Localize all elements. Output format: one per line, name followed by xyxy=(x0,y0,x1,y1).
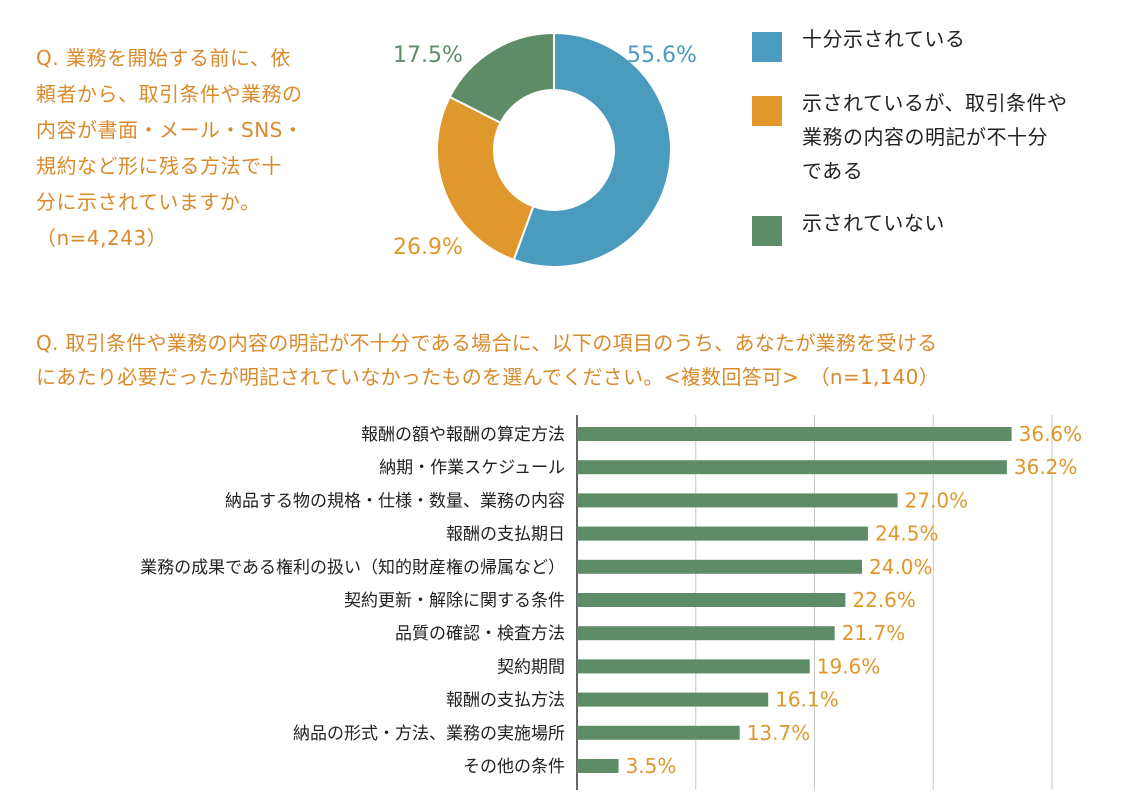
category-label: 納品する物の規格・仕様・数量、業務の内容 xyxy=(225,491,565,511)
legend-label-insufficient: 示されているが、取引条件や 業務の内容の明記が不十分 である xyxy=(802,91,1068,183)
bar-value-label: 3.5% xyxy=(626,754,677,778)
bar-value-label: 21.7% xyxy=(842,621,906,645)
question-2: Q. 取引条件や業務の内容の明記が不十分である場合に、以下の項目のうち、あなたが… xyxy=(36,331,940,389)
category-label: 業務の成果である権利の扱い（知的財産権の帰属など） xyxy=(140,558,565,578)
bar-value-label: 24.0% xyxy=(869,555,933,579)
legend-swatch-not-shown xyxy=(752,216,782,246)
bar-value-label: 19.6% xyxy=(817,654,881,678)
bar xyxy=(577,626,835,641)
category-label: 納期・作業スケジュール xyxy=(379,458,565,478)
category-label: 報酬の支払期日 xyxy=(446,525,565,545)
category-label: 契約更新・解除に関する条件 xyxy=(344,591,565,611)
bar xyxy=(577,460,1007,475)
category-label: 契約期間 xyxy=(497,657,565,677)
bar-chart: 報酬の額や報酬の算定方法 36.6% 納期・作業スケジュール 36.2% 納品する物の規… xyxy=(140,415,1083,790)
category-label: 報酬の額や報酬の算定方法 xyxy=(361,425,565,445)
bar xyxy=(577,559,862,574)
legend-swatch-insufficient xyxy=(752,96,782,126)
bar-value-label: 13.7% xyxy=(747,721,811,745)
bar xyxy=(577,692,769,707)
category-label: その他の条件 xyxy=(463,757,565,777)
bar-value-label: 22.6% xyxy=(852,588,916,612)
bar xyxy=(577,427,1012,441)
bar xyxy=(577,593,846,607)
legend-swatch-sufficient xyxy=(752,32,782,62)
donut-slice-insufficient xyxy=(436,95,535,262)
bar xyxy=(577,725,740,740)
category-label: 品質の確認・検査方法 xyxy=(395,624,565,644)
donut-slice-not-shown xyxy=(448,31,555,125)
question-1: Q. 業務を開始する前に、依 頼者から、取引条件や業務の 内容が書面・メール・S… xyxy=(36,46,304,250)
donut-label-sufficient: 55.6% xyxy=(627,43,697,68)
donut-label-not-shown: 17.5% xyxy=(393,43,463,68)
bar xyxy=(577,493,898,508)
bar-value-label: 27.0% xyxy=(905,488,969,512)
bar-value-label: 36.6% xyxy=(1019,422,1083,446)
category-label: 報酬の支払方法 xyxy=(446,691,565,711)
bar xyxy=(577,659,810,674)
legend-label-not-shown: 示されていない xyxy=(802,211,945,235)
donut-label-insufficient: 26.9% xyxy=(393,235,463,260)
bar xyxy=(577,526,868,541)
legend-label-sufficient: 十分示されている xyxy=(802,27,966,51)
bar-value-label: 24.5% xyxy=(875,522,939,546)
bar xyxy=(577,759,619,773)
category-label: 納品の形式・方法、業務の実施場所 xyxy=(293,724,565,744)
bar-value-label: 16.1% xyxy=(775,688,839,712)
donut-chart: 55.6% 26.9% 17.5% xyxy=(393,31,697,268)
donut-slice-sufficient xyxy=(512,31,672,268)
bar-value-label: 36.2% xyxy=(1014,455,1078,479)
